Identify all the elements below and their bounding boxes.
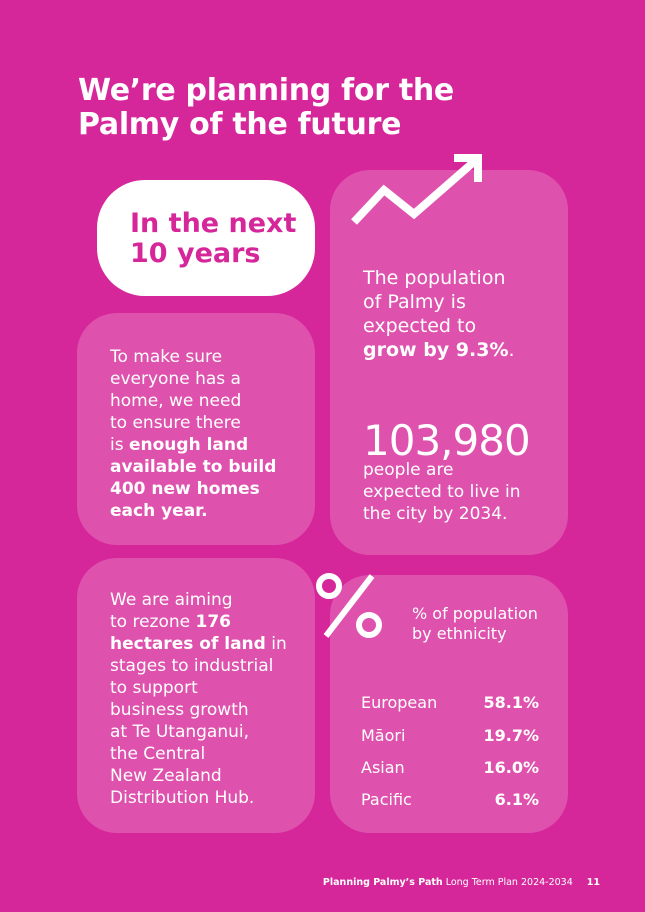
page-number: 11 bbox=[586, 877, 600, 888]
rezone-line-8: the Central bbox=[110, 744, 206, 764]
rezone-card bbox=[77, 558, 315, 833]
rezone-line-2: to rezone 176 bbox=[110, 612, 232, 632]
people-text: people are expected to live in the city … bbox=[363, 459, 563, 525]
people-line-1: people are bbox=[363, 460, 454, 480]
ethnicity-value: 6.1% bbox=[494, 790, 539, 809]
population-card bbox=[330, 170, 568, 555]
population-growth-line: grow by 9.3%. bbox=[363, 339, 515, 361]
rezone-line-4: stages to industrial bbox=[110, 656, 274, 676]
population-line-1: The population bbox=[363, 267, 506, 289]
page-title: We’re planning for the Palmy of the futu… bbox=[78, 74, 498, 142]
rezone-line-9: New Zealand bbox=[110, 766, 222, 786]
homes-line-5: is enough land bbox=[110, 434, 310, 456]
pill-line-1: In the next bbox=[130, 208, 297, 239]
ethnicity-label: Pacific bbox=[361, 790, 412, 809]
population-line-3: expected to bbox=[363, 315, 477, 337]
homes-card-text: To make sure everyone has a home, we nee… bbox=[110, 346, 310, 522]
homes-line-3: home, we need bbox=[110, 391, 242, 411]
ethnicity-row-maori: Māori 19.7% bbox=[361, 725, 539, 747]
footer-doc-subtitle: Long Term Plan 2024-2034 bbox=[442, 877, 573, 888]
homes-line-5-bold: enough land bbox=[128, 435, 249, 455]
people-line-3: the city by 2034. bbox=[363, 504, 508, 524]
next-10-years-pill: In the next 10 years bbox=[97, 180, 315, 296]
population-line-2: of Palmy is bbox=[363, 291, 466, 313]
ethnicity-row-pacific: Pacific 6.1% bbox=[361, 789, 539, 811]
ethnicity-label: Asian bbox=[361, 758, 405, 777]
homes-line-2: everyone has a bbox=[110, 369, 241, 389]
hectares-figure: 176 bbox=[195, 612, 232, 632]
ethnicity-value: 16.0% bbox=[483, 758, 539, 777]
ethnicity-heading-line-1: % of population bbox=[412, 604, 538, 623]
ethnicity-heading: % of population by ethnicity bbox=[412, 604, 562, 644]
ethnicity-row-european: European 58.1% bbox=[361, 692, 539, 714]
ethnicity-label: European bbox=[361, 693, 438, 712]
homes-bold-line-2: 400 new homes bbox=[110, 479, 260, 499]
rezone-line-6: business growth bbox=[110, 700, 249, 720]
ethnicity-value: 58.1% bbox=[483, 693, 539, 712]
title-line-1: We’re planning for the bbox=[78, 73, 454, 108]
rezone-line-1: We are aiming bbox=[110, 590, 233, 610]
homes-line-1: To make sure bbox=[110, 347, 223, 367]
population-big-number: 103,980 bbox=[363, 416, 531, 465]
title-line-2: Palmy of the future bbox=[78, 107, 402, 142]
rezone-card-text: We are aiming to rezone 176 hectares of … bbox=[110, 589, 310, 809]
homes-bold-line-1: available to build bbox=[110, 457, 277, 477]
homes-line-4: to ensure there bbox=[110, 413, 241, 433]
rezone-line-10: Distribution Hub. bbox=[110, 788, 255, 808]
ethnicity-value: 19.7% bbox=[483, 726, 539, 745]
pill-line-2: 10 years bbox=[130, 238, 261, 269]
homes-line-5-plain: is bbox=[110, 435, 129, 455]
homes-card bbox=[77, 313, 315, 545]
homes-bold-line-3: each year. bbox=[110, 501, 208, 521]
growth-figure: grow by 9.3% bbox=[363, 339, 509, 361]
page-footer: Planning Palmy’s Path Long Term Plan 202… bbox=[323, 877, 600, 889]
people-line-2: expected to live in bbox=[363, 482, 521, 502]
ethnicity-label: Māori bbox=[361, 726, 406, 745]
rezone-line-7: at Te Utanganui, bbox=[110, 722, 250, 742]
percent-icon bbox=[316, 573, 382, 638]
trend-up-arrow-icon bbox=[351, 154, 482, 225]
rezone-line-3: hectares of land in bbox=[110, 634, 287, 654]
footer-doc-title: Planning Palmy’s Path bbox=[322, 877, 443, 888]
population-text: The population of Palmy is expected to g… bbox=[363, 266, 563, 362]
ethnicity-row-asian: Asian 16.0% bbox=[361, 757, 539, 779]
rezone-line-5: to support bbox=[110, 678, 198, 698]
ethnicity-heading-line-2: by ethnicity bbox=[412, 624, 507, 643]
